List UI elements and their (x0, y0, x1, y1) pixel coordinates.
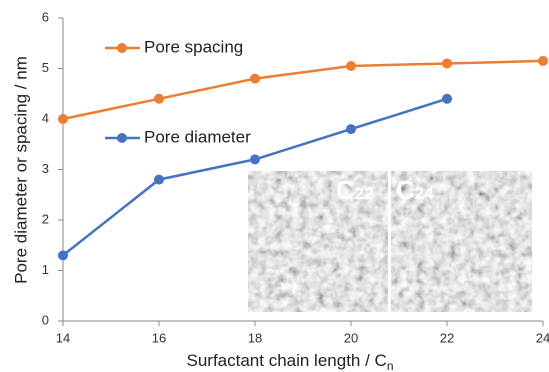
tem-inset (248, 171, 532, 312)
point (442, 94, 452, 104)
point (154, 94, 164, 104)
point (538, 56, 548, 66)
point (58, 250, 68, 260)
point (250, 74, 260, 84)
legend-label: Pore diameter (144, 127, 251, 146)
inset-number: 24 (415, 184, 434, 203)
y-tick-label: 0 (42, 312, 49, 327)
x-axis-label-sub: n (387, 359, 394, 372)
x-tick-label: 16 (152, 330, 166, 345)
y-tick-label: 5 (42, 60, 49, 75)
x-axis-label-main: Surfactant chain length / C (186, 351, 386, 370)
point (154, 175, 164, 185)
y-tick-label: 1 (42, 262, 49, 277)
y-tick-label: 2 (42, 211, 49, 226)
y-axis-label: Pore diameter or spacing / nm (11, 56, 30, 284)
y-tick-label: 6 (42, 9, 49, 24)
chart: Pore diameter or spacing / nm Surfactant… (0, 0, 549, 372)
inset-letter: C (396, 175, 415, 205)
x-tick-label: 24 (536, 330, 549, 345)
legend-marker (117, 133, 127, 143)
legend-marker (117, 43, 127, 53)
inset-letter: C (336, 175, 355, 205)
y-tick-label: 3 (42, 161, 49, 176)
x-tick-label: 20 (344, 330, 358, 345)
series-line (63, 61, 543, 119)
y-tick-label: 4 (42, 110, 49, 125)
point (442, 58, 452, 68)
point (346, 124, 356, 134)
x-tick-label: 22 (440, 330, 454, 345)
x-axis-label: Surfactant chain length / Cn (186, 351, 393, 372)
point (250, 154, 260, 164)
x-tick-label: 18 (248, 330, 262, 345)
x-tick-label: 14 (56, 330, 70, 345)
point (346, 61, 356, 71)
legend-label: Pore spacing (144, 37, 243, 56)
inset-divider (388, 171, 391, 312)
inset-number: 22 (355, 184, 374, 203)
point (58, 114, 68, 124)
